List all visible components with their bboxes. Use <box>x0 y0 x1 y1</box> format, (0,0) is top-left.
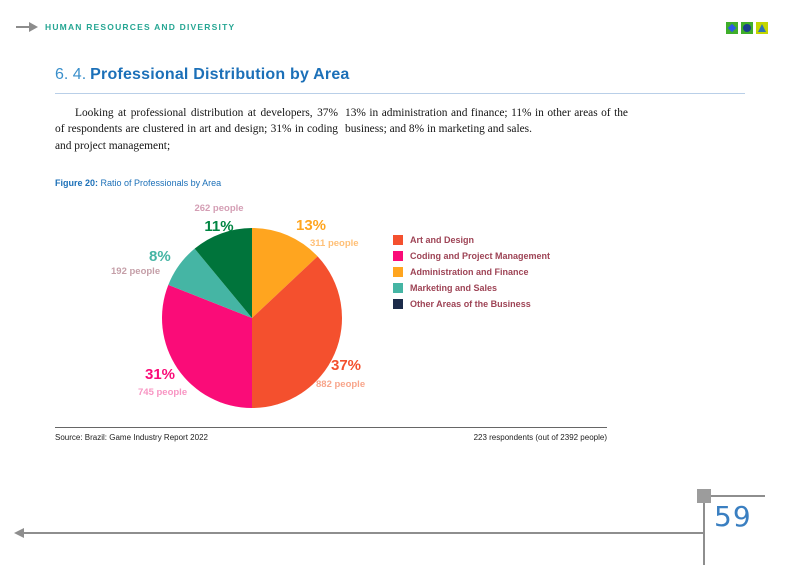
pie-label-admin-people: 311 people <box>310 238 359 249</box>
pie-label-other-percent: 11% <box>204 218 234 235</box>
header: HUMAN RESOURCES AND DIVERSITY <box>16 22 235 32</box>
figure-caption-label: Figure 20: <box>55 178 99 188</box>
pie-slice-art-design <box>252 256 343 408</box>
source-divider <box>55 427 607 428</box>
pie-label-other-people: 262 people <box>194 203 244 214</box>
pie-label-coding-people: 745 people <box>138 387 188 398</box>
title-divider <box>55 93 745 94</box>
legend-item: Art and Design <box>393 235 550 245</box>
legend-label: Other Areas of the Business <box>410 299 531 309</box>
source-text: Source: Brazil: Game Industry Report 202… <box>55 433 208 442</box>
pie-label-art-people: 882 people <box>316 379 366 390</box>
corner-icons <box>726 22 768 34</box>
pie-label-marketing-people: 192 people <box>111 266 161 277</box>
breadcrumb: HUMAN RESOURCES AND DIVERSITY <box>45 22 236 32</box>
pie-slice-marketing-sales <box>168 248 252 318</box>
source-row: Source: Brazil: Game Industry Report 202… <box>55 433 607 442</box>
legend-swatch <box>393 299 403 309</box>
legend-item: Administration and Finance <box>393 267 550 277</box>
legend-label: Administration and Finance <box>410 267 529 277</box>
diamond-icon <box>726 22 738 34</box>
section-number: 6. 4. <box>55 66 87 83</box>
page-title: Professional Distribution by Area <box>90 66 350 83</box>
figure-caption: Figure 20: Ratio of Professionals by Are… <box>55 178 221 188</box>
legend-swatch <box>393 283 403 293</box>
legend-swatch <box>393 235 403 245</box>
pie-slice-coding-project-management <box>162 284 252 408</box>
diamond-glyph <box>727 23 737 33</box>
pie-slice-administration-finance <box>252 228 318 318</box>
legend-swatch <box>393 267 403 277</box>
pie-chart <box>162 228 343 408</box>
body-paragraph-left: Looking at professional distribution at … <box>55 107 338 152</box>
legend-swatch <box>393 251 403 261</box>
figure-caption-text: Ratio of Professionals by Area <box>100 178 222 188</box>
legend-item: Other Areas of the Business <box>393 299 550 309</box>
respondents-text: 223 respondents (out of 2392 people) <box>473 433 607 442</box>
pie-label-art-percent: 37% <box>331 357 362 374</box>
footer-line-right <box>711 495 765 497</box>
circle-glyph <box>743 24 751 32</box>
pie-label-coding-percent: 31% <box>145 366 176 383</box>
right-arrow-icon <box>16 22 38 32</box>
pie-label-admin-percent: 13% <box>296 217 327 234</box>
circle-icon <box>741 22 753 34</box>
body-paragraph-right: 13% in administration and finance; 11% i… <box>345 107 628 136</box>
page-number: 59 <box>714 500 752 533</box>
legend-label: Art and Design <box>410 235 475 245</box>
footer-line-vertical <box>703 496 705 565</box>
section-title: 6. 4. Professional Distribution by Area <box>55 66 350 84</box>
legend-label: Coding and Project Management <box>410 251 551 261</box>
triangle-icon <box>756 22 768 34</box>
figure-area: 262 people 11% 13% 311 people 8% 192 peo… <box>55 195 745 453</box>
legend-label: Marketing and Sales <box>410 283 498 293</box>
footer-square-marker <box>697 489 711 503</box>
pie-slice-other-areas <box>194 228 252 318</box>
legend-item: Marketing and Sales <box>393 283 550 293</box>
left-arrow-icon <box>14 528 24 538</box>
chart-legend: Art and Design Coding and Project Managem… <box>393 235 550 315</box>
legend-item: Coding and Project Management <box>393 251 550 261</box>
triangle-glyph <box>758 24 766 32</box>
pie-label-marketing-percent: 8% <box>149 248 171 265</box>
footer-line-left <box>24 532 704 534</box>
